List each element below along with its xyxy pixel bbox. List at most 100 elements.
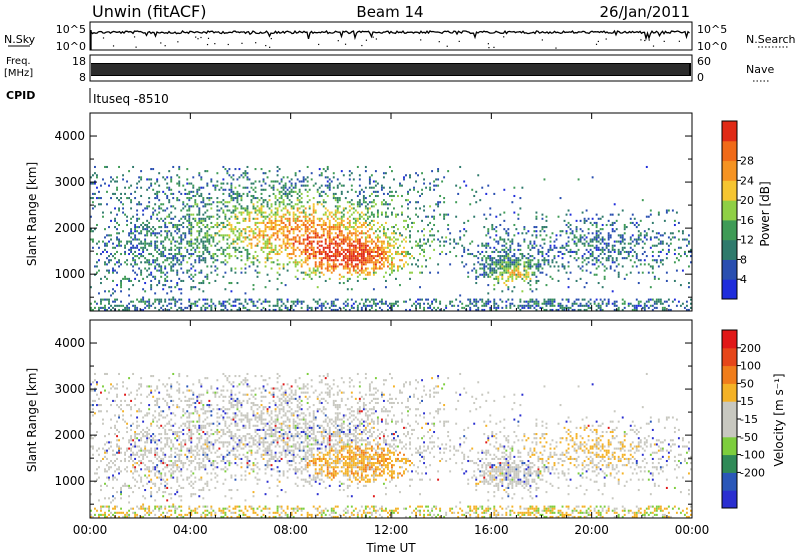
power-cell [328,213,331,216]
power-cell [557,302,560,305]
power-cell [382,250,385,253]
power-cell [567,300,570,303]
date-title: 26/Jan/2011 [600,3,691,21]
power-cell [260,213,263,216]
power-cell [493,269,496,272]
power-cell [272,180,275,183]
power-cell [312,246,315,249]
power-cell [206,226,209,229]
power-cell [354,257,357,260]
power-cell [280,298,283,301]
power-cell [284,217,287,220]
power-cell [609,255,612,258]
power-cell [300,184,303,187]
power-cell [354,255,357,258]
power-cell [384,271,387,274]
power-cell [344,300,347,303]
power-cell [511,259,514,262]
power-cell [350,213,353,216]
power-cell [579,234,582,237]
power-cell [294,226,297,229]
power-cell [182,215,185,218]
power-cell [156,250,159,253]
power-cell [391,232,393,235]
power-cell [284,182,287,185]
power-cell [142,296,145,299]
power-cell [601,236,604,239]
power-cell [290,178,293,181]
power-cell [605,302,608,305]
power-cell [270,228,273,231]
power-cell [567,250,570,253]
power-cell [599,261,602,264]
power-cell [276,199,279,202]
power-cell [162,244,165,247]
power-cell [266,273,269,276]
power-cell [308,232,311,235]
power-cell [344,248,347,251]
power-cell [232,174,235,177]
power-cell [557,304,560,307]
power-cell [224,205,227,208]
power-cell [611,248,614,251]
power-cell [144,306,147,309]
power-cell [302,180,305,183]
power-cell [230,184,233,187]
power-cell [320,172,323,175]
power-cell [142,250,145,253]
power-cell [553,300,556,303]
power-cell [380,246,383,249]
power-cell [180,209,183,212]
power-cell [104,261,106,264]
power-cell [583,286,586,289]
power-cell [234,192,237,195]
power-cell [198,174,201,177]
power-cell [541,250,544,253]
power-cell [322,304,325,307]
power-cell [533,306,536,309]
power-cell [376,248,379,251]
power-cell [324,238,327,241]
power-cell [146,242,149,245]
power-cell [332,304,335,307]
power-cell [489,308,492,311]
power-cell [503,255,506,258]
power-cell [152,259,155,262]
power-cell [292,213,295,216]
power-cell [130,240,133,243]
power-cell [170,279,173,282]
power-cell [122,304,125,307]
power-cell [689,250,692,253]
power-cell [527,246,530,249]
power-cell [224,234,227,237]
nsearch-dot [344,43,347,45]
power-cell [567,306,570,309]
power-cell [198,211,201,214]
power-cell [108,234,110,237]
power-cell [120,263,122,266]
power-cell [411,263,413,266]
power-cell [601,215,604,218]
power-cell [515,277,518,280]
power-cell [567,209,570,212]
power-cell [292,217,295,220]
power-cell [320,261,323,264]
power-cell [164,246,167,249]
power-cell [649,209,652,212]
power-cell [256,234,259,237]
power-cell [302,178,305,181]
power-cell [409,257,411,260]
power-cell [611,244,614,247]
power-cell [511,302,514,305]
power-cell [338,242,341,245]
power-cell [244,236,247,239]
power-cell [208,215,211,218]
power-cell [374,259,377,262]
power-cell [94,205,96,208]
power-cell [128,232,131,235]
power-cell [401,211,403,214]
power-cell [332,192,335,195]
power-cell [519,197,522,200]
power-cell [374,230,377,233]
power-cell [643,302,646,305]
